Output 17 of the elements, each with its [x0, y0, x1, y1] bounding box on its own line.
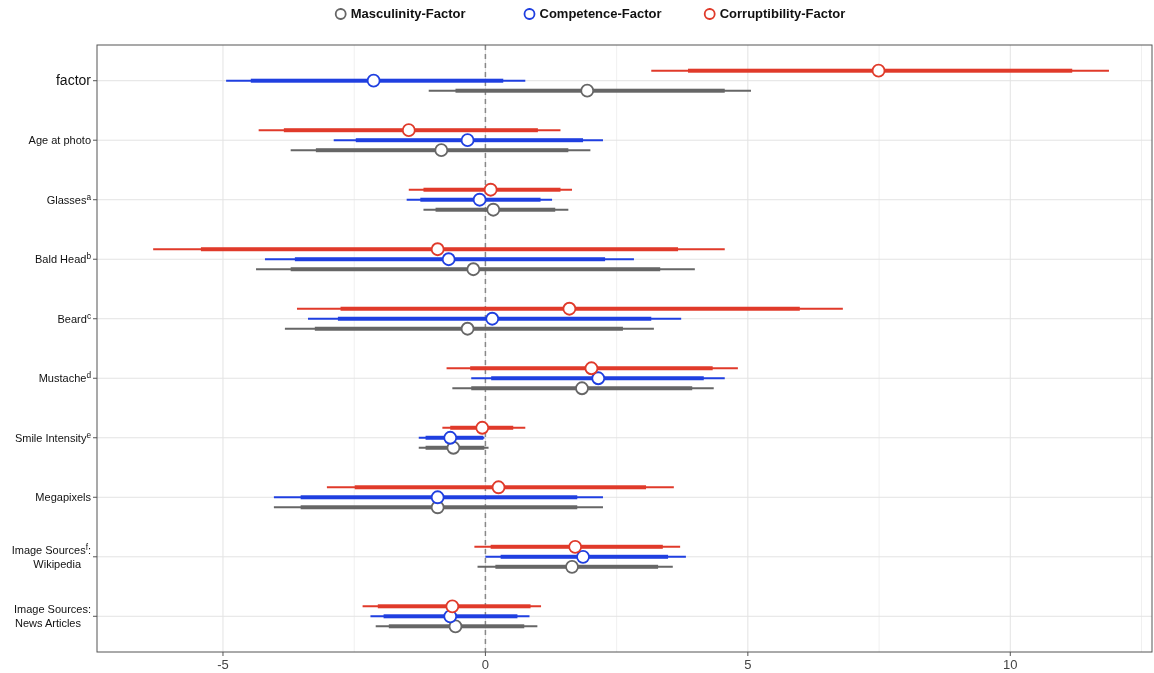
- y-tick-label: Megapixels: [35, 491, 92, 504]
- y-tick-label: Beard$^{c}$: [57, 311, 91, 325]
- x-tick-label: 0: [481, 657, 490, 672]
- legend-label: Corruptibility-Factor: [719, 6, 846, 21]
- x-tick-label: -5: [217, 657, 229, 672]
- y-tick-label: Mustache$^{d}$: [38, 370, 92, 385]
- y-tick-label: Bald Head$^{b}$: [35, 251, 92, 266]
- y-tick-label: factor: [55, 71, 92, 88]
- y-tick-label: Age at photo: [28, 134, 91, 147]
- x-tick-label: 5: [744, 657, 752, 672]
- y-tick-label: Image Sources$^{f}$: Wikipedia: [11, 542, 91, 570]
- legend-label: Masculinity-Factor: [350, 6, 466, 21]
- y-tick-label: Smile Intensity$^{e}$: [14, 430, 92, 444]
- y-tick-label: Image Sources: News Articles: [13, 603, 91, 630]
- legend-label: Competence-Factor: [539, 6, 662, 21]
- y-tick-label: Glasses$^{a}$: [46, 192, 92, 206]
- x-tick-label: 10: [1003, 657, 1018, 672]
